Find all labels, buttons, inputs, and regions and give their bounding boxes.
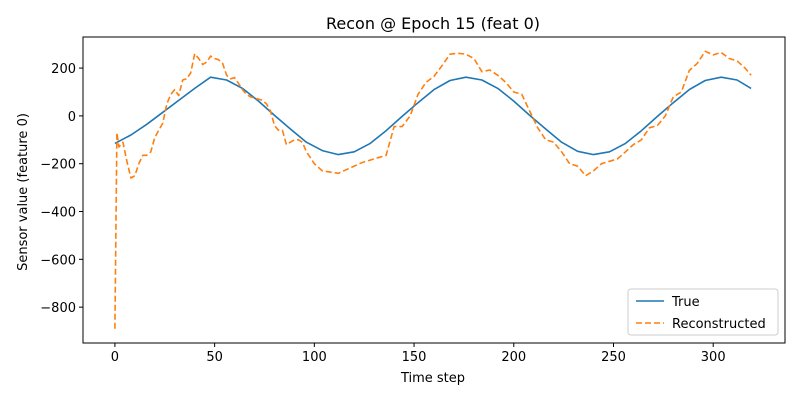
x-tick-label: 0 xyxy=(111,350,119,365)
x-tick-label: 100 xyxy=(302,350,327,365)
legend-label-true: True xyxy=(671,295,700,310)
series-line-reconstructed xyxy=(114,50,752,329)
legend-label-reconstructed: Reconstructed xyxy=(672,317,766,332)
y-tick-label: −600 xyxy=(40,253,76,268)
chart-title: Recon @ Epoch 15 (feat 0) xyxy=(326,14,540,33)
x-tick-label: 150 xyxy=(402,350,427,365)
x-axis-label: Time step xyxy=(400,371,465,386)
legend-box xyxy=(627,288,779,336)
y-tick-label: −400 xyxy=(40,206,76,221)
series-line-true xyxy=(114,76,752,156)
axis-ticks: 0 50 100 150 200 250 300 −800 −600 −400 −200 0 200 xyxy=(40,62,725,365)
legend: True Reconstructed xyxy=(627,288,779,336)
series-lines xyxy=(114,50,752,329)
y-tick-label: −800 xyxy=(40,301,76,316)
y-axis-label: Sensor value (feature 0) xyxy=(16,113,31,271)
y-tick-label: −200 xyxy=(40,158,76,173)
y-tick-label: 200 xyxy=(51,62,76,77)
y-tick-label: 0 xyxy=(68,110,76,125)
plot-area xyxy=(82,36,786,344)
x-tick-label: 50 xyxy=(206,350,223,365)
x-tick-label: 250 xyxy=(601,350,626,365)
x-tick-label: 200 xyxy=(501,350,526,365)
x-tick-label: 300 xyxy=(701,350,726,365)
